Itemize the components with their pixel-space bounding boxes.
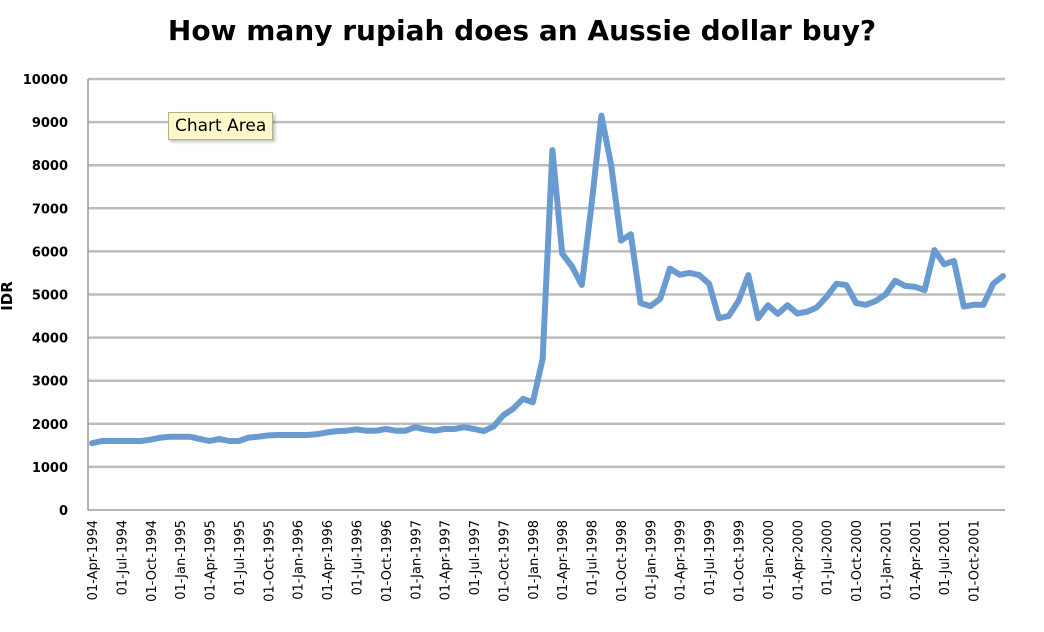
x-tick-label: 01-Oct-1994 <box>145 520 160 602</box>
x-tick-label: 01-Jul-1997 <box>468 520 483 595</box>
x-tick-label: 01-Oct-1999 <box>733 520 748 602</box>
x-tick-label: 01-Jul-2001 <box>938 520 953 595</box>
x-tick-label: 01-Oct-2000 <box>850 520 865 602</box>
x-tick-label: 01-Oct-1998 <box>615 520 630 602</box>
x-tick-label: 01-Jan-1997 <box>409 520 424 600</box>
x-tick-label: 01-Apr-1995 <box>204 520 219 600</box>
x-tick-label: 01-Apr-1998 <box>556 520 571 600</box>
x-tick-label: 01-Jan-1996 <box>292 520 307 600</box>
y-tick-labels: 0 1000 2000 3000 4000 5000 6000 7000 8000 9000 100… <box>23 73 68 519</box>
chart-title: How many rupiah does an Aussie dollar bu… <box>167 14 877 47</box>
axes <box>87 79 1005 511</box>
y-tick-label: 9000 <box>32 116 68 131</box>
x-tick-label: 01-Oct-2001 <box>968 520 983 602</box>
x-tick-label: 01-Apr-2001 <box>909 520 924 600</box>
y-tick-label: 0 <box>59 504 68 519</box>
x-tick-label: 01-Apr-1997 <box>439 520 454 600</box>
series-line <box>89 112 1006 447</box>
x-tick-label: 01-Apr-1996 <box>321 520 336 600</box>
y-tick-label: 8000 <box>32 159 68 174</box>
x-tick-label: 01-Jul-2000 <box>821 520 836 595</box>
y-tick-label: 4000 <box>32 332 68 347</box>
series-group <box>89 112 1006 447</box>
x-tick-label: 01-Jul-1994 <box>115 520 130 595</box>
chart-area-tooltip: Chart Area <box>168 112 274 140</box>
y-tick-label: 1000 <box>32 461 68 476</box>
x-tick-label: 01-Jan-2000 <box>762 520 777 600</box>
x-tick-label: 01-Jan-1995 <box>174 520 189 600</box>
x-tick-label: 01-Apr-2000 <box>791 520 806 600</box>
x-tick-label: 01-Jul-1996 <box>351 520 366 595</box>
x-tick-label: 01-Jan-2001 <box>880 520 895 600</box>
x-tick-label: 01-Jan-1998 <box>527 520 542 600</box>
x-tick-labels: 01-Apr-1994 01-Jul-1994 01-Oct-1994 01-Jan-… <box>86 520 983 602</box>
y-tick-label: 2000 <box>32 418 68 433</box>
y-tick-label: 3000 <box>32 375 68 390</box>
x-tick-label: 01-Jul-1999 <box>703 520 718 595</box>
y-tick-label: 5000 <box>32 289 68 304</box>
x-tick-label: 01-Oct-1995 <box>262 520 277 602</box>
y-tick-label: 10000 <box>23 73 68 88</box>
x-tick-label: 01-Jul-1995 <box>233 520 248 595</box>
x-tick-label: 01-Oct-1997 <box>497 520 512 602</box>
y-tick-label: 7000 <box>32 202 68 217</box>
x-tick-label: 01-Apr-1994 <box>86 520 101 600</box>
x-tick-label: 01-Apr-1999 <box>674 520 689 600</box>
x-tick-label: 01-Jul-1998 <box>586 520 601 595</box>
y-tick-label: 6000 <box>32 245 68 260</box>
x-tick-label: 01-Jan-1999 <box>644 520 659 600</box>
x-tick-label: 01-Oct-1996 <box>380 520 395 602</box>
